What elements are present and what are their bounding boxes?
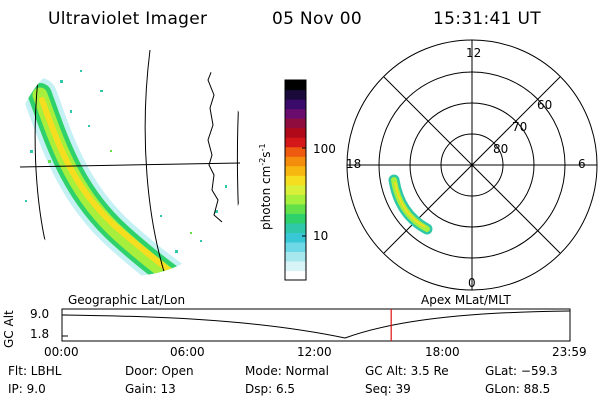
alt-xtick-0600: 06:00 bbox=[170, 345, 205, 359]
colorbar-unit-label: photon cm-2s-1 bbox=[258, 143, 273, 230]
alt-xtick-0000: 00:00 bbox=[44, 345, 79, 359]
colorbar-segment bbox=[285, 222, 306, 233]
colorbar-segment bbox=[285, 270, 306, 281]
geo-map-label: Geographic Lat/Lon bbox=[68, 293, 186, 307]
lat-label-60: 60 bbox=[537, 98, 553, 112]
altitude-plot bbox=[61, 308, 571, 342]
colorbar-segment bbox=[285, 89, 306, 100]
polar-plot bbox=[346, 39, 598, 291]
colorbar-tick-10: 10 bbox=[313, 229, 329, 243]
colorbar-segment bbox=[285, 137, 306, 148]
info-dsp: Dsp: 6.5 bbox=[245, 382, 296, 396]
alt-xtick-1200: 12:00 bbox=[297, 345, 332, 359]
alt-ylabel: GC Alt bbox=[2, 310, 16, 348]
colorbar-segment bbox=[285, 146, 306, 157]
info-ip: IP: 9.0 bbox=[8, 382, 46, 396]
lat-label-80: 80 bbox=[493, 142, 509, 156]
colorbar-segment bbox=[285, 165, 306, 176]
mlt-label-18: 18 bbox=[346, 157, 362, 171]
colorbar-segment bbox=[285, 127, 306, 138]
polar-plot-label: Apex MLat/MLT bbox=[421, 293, 511, 307]
alt-ytick-1-8: 1.8 bbox=[30, 327, 50, 341]
colorbar-segment bbox=[285, 251, 306, 262]
geographic-map bbox=[12, 40, 248, 276]
colorbar-segment bbox=[285, 184, 306, 195]
info-gain: Gain: 13 bbox=[125, 382, 176, 396]
colorbar-segment bbox=[285, 194, 306, 205]
alt-xtick-2359: 23:59 bbox=[552, 345, 587, 359]
lat-label-70: 70 bbox=[512, 120, 528, 134]
colorbar-segment bbox=[285, 203, 306, 214]
mlt-label-12: 12 bbox=[466, 46, 482, 60]
alt-xtick-1800: 18:00 bbox=[425, 345, 460, 359]
colorbar-segment bbox=[285, 232, 306, 243]
colorbar-segment bbox=[285, 80, 306, 91]
info-seq: Seq: 39 bbox=[365, 382, 411, 396]
info-glat: GLat: −59.3 bbox=[485, 364, 558, 378]
colorbar bbox=[284, 79, 307, 281]
date-label: 05 Nov 00 bbox=[272, 9, 362, 29]
colorbar-segment bbox=[285, 241, 306, 253]
time-label: 15:31:41 UT bbox=[433, 9, 541, 29]
info-door: Door: Open bbox=[125, 364, 194, 378]
mlt-label-6: 6 bbox=[578, 157, 586, 171]
colorbar-segment bbox=[285, 260, 306, 272]
colorbar-segment bbox=[285, 99, 306, 110]
info-gcalt: GC Alt: 3.5 Re bbox=[365, 364, 449, 378]
instrument-title: Ultraviolet Imager bbox=[48, 9, 208, 29]
colorbar-segment bbox=[285, 118, 306, 129]
colorbar-segment bbox=[285, 175, 306, 186]
info-flt: Flt: LBHL bbox=[8, 364, 62, 378]
info-glon: GLon: 88.5 bbox=[485, 382, 551, 396]
alt-ytick-9: 9.0 bbox=[30, 307, 50, 321]
colorbar-segment bbox=[285, 108, 306, 119]
colorbar-segment bbox=[285, 213, 306, 224]
info-mode: Mode: Normal bbox=[245, 364, 329, 378]
geo-image-disk bbox=[12, 40, 248, 276]
mlt-label-0: 0 bbox=[468, 276, 476, 290]
colorbar-segment bbox=[285, 156, 306, 167]
colorbar-tick-100: 100 bbox=[313, 142, 336, 156]
